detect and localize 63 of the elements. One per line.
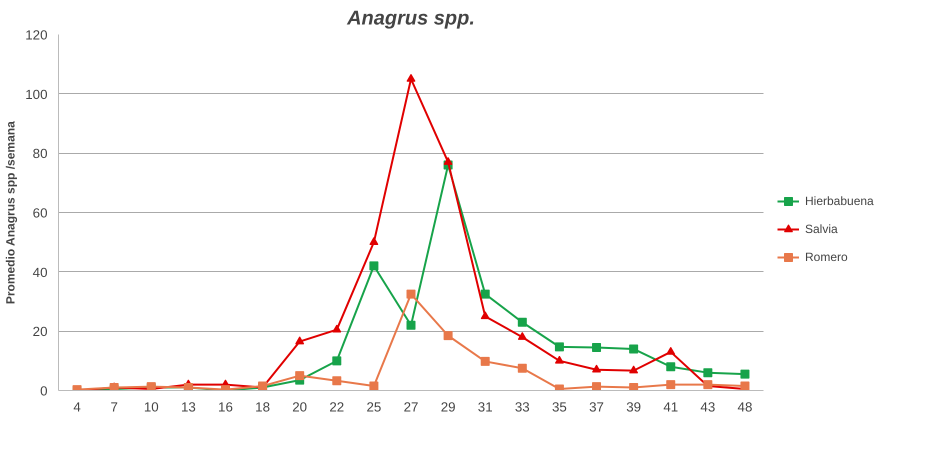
point	[332, 356, 342, 366]
point	[666, 362, 676, 372]
x-tick-label: 13	[180, 400, 196, 414]
y-tick-label: 60	[32, 206, 48, 220]
chart-title: Anagrus spp.	[346, 8, 475, 30]
point	[629, 344, 638, 354]
point	[518, 364, 527, 373]
point	[480, 290, 490, 299]
point	[592, 364, 602, 373]
point	[592, 342, 602, 352]
y-tick-label: 80	[32, 146, 48, 162]
x-tick-label: 31	[478, 400, 493, 414]
point	[444, 156, 453, 165]
x-tick-label: 35	[552, 400, 567, 414]
x-tick-label: 43	[700, 400, 716, 414]
x-tick-label: 41	[663, 400, 678, 414]
legend-label: Romero	[805, 250, 848, 264]
point	[444, 331, 453, 340]
point	[666, 346, 676, 355]
x-tick-label: 29	[440, 400, 456, 414]
point	[740, 370, 750, 379]
point	[554, 342, 564, 352]
x-tick-label: 25	[366, 400, 382, 414]
x-tick-label: 37	[589, 400, 604, 414]
point	[369, 382, 378, 390]
x-tick-label: 7	[110, 400, 118, 414]
x-tick-label: 16	[218, 400, 233, 414]
point	[629, 366, 638, 374]
x-tick-label: 33	[514, 400, 530, 414]
x-tick-label: 10	[144, 400, 159, 414]
point	[592, 382, 602, 390]
point	[406, 320, 416, 330]
point	[369, 237, 378, 245]
point	[369, 261, 378, 270]
point	[332, 376, 342, 386]
point	[629, 383, 638, 390]
point	[295, 371, 304, 380]
y-axis-title: Promedio Anagrus spp /semana	[3, 120, 18, 304]
point	[406, 290, 416, 299]
point	[295, 336, 304, 344]
y-tick-label: 120	[25, 28, 48, 42]
point	[406, 74, 416, 82]
point	[518, 332, 527, 340]
point	[703, 368, 712, 378]
x-tick-label: 4	[73, 400, 82, 414]
y-tick-label: 20	[32, 324, 48, 340]
point	[480, 356, 490, 366]
y-tick-label: 40	[32, 264, 48, 280]
point	[332, 324, 342, 332]
y-tick-label: 100	[25, 86, 48, 102]
x-tick-label: 39	[626, 400, 642, 414]
x-tick-label: 18	[255, 400, 270, 414]
x-tick-label: 48	[738, 400, 752, 414]
point	[666, 380, 676, 390]
x-tick-label: 20	[292, 400, 308, 414]
y-tick-label: 0	[40, 384, 48, 398]
point	[480, 311, 490, 320]
x-tick-label: 27	[404, 400, 418, 414]
point	[554, 356, 564, 364]
x-tick-label: 22	[329, 400, 344, 414]
legend-label: Salvia	[805, 222, 838, 236]
point	[518, 318, 527, 327]
legend-label: Hierbabuena	[805, 194, 874, 208]
